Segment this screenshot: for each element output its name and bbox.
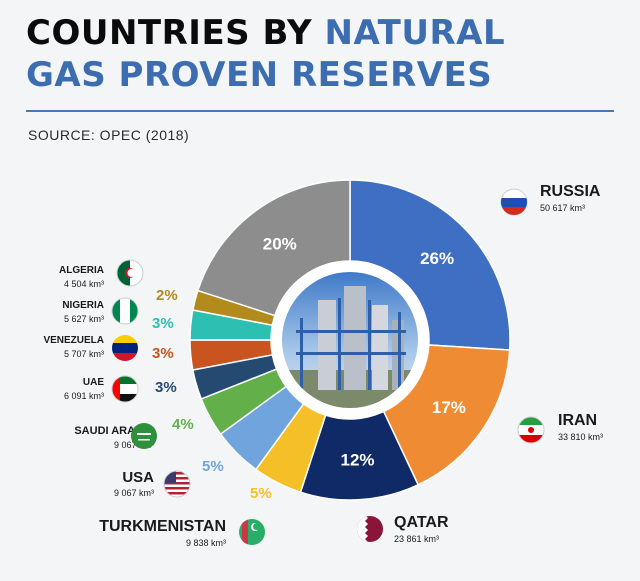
flag-saudi-arabia-icon: [131, 423, 157, 449]
title-line2: GAS PROVEN RESERVES: [26, 55, 493, 95]
value-saudi-arabia: 9 067 km³: [113, 440, 154, 450]
pct-turkmenistan: 5%: [250, 485, 272, 502]
title-underline: [26, 110, 614, 112]
value-iran: 33 810 km³: [558, 432, 604, 442]
flag-iran-icon: [517, 416, 545, 444]
flag-usa-icon: [163, 470, 191, 498]
flag-nigeria-icon: [111, 297, 139, 325]
pct-usa: 5%: [202, 458, 224, 475]
flag-uae-icon: [111, 375, 139, 403]
title-part1: COUNTRIES BY: [26, 13, 325, 53]
label-russia: RUSSIA: [540, 183, 601, 200]
label-uae: UAE: [82, 377, 104, 388]
value-algeria: 4 504 km³: [63, 279, 104, 289]
value-nigeria: 5 627 km³: [63, 314, 104, 324]
pct-nigeria: 3%: [152, 315, 174, 332]
value-qatar: 23 861 km³: [394, 534, 440, 544]
label-nigeria: NIGERIA: [62, 300, 104, 311]
pct-uae: 3%: [155, 379, 177, 396]
pct-russia: 26%: [420, 249, 454, 268]
pct-other: 20%: [263, 234, 297, 253]
flag-algeria-icon: [116, 259, 144, 287]
label-usa: USA: [122, 469, 154, 486]
label-iran: IRAN: [558, 412, 598, 429]
label-venezuela: VENEZUELA: [43, 335, 104, 346]
label-turkmenistan: TURKMENISTAN: [99, 518, 226, 535]
source-note: SOURCE: OPEC (2018): [28, 127, 190, 143]
flag-qatar-icon: [357, 516, 383, 542]
pct-algeria: 2%: [156, 287, 178, 304]
pct-qatar: 12%: [340, 450, 374, 469]
page-title: COUNTRIES BY NATURAL GAS PROVEN RESERVES: [26, 12, 505, 96]
pct-iran: 17%: [432, 398, 466, 417]
pct-saudi-arabia: 4%: [172, 416, 194, 433]
value-turkmenistan: 9 838 km³: [185, 538, 226, 548]
pct-venezuela: 3%: [152, 345, 174, 362]
label-algeria: ALGERIA: [59, 265, 104, 276]
value-venezuela: 5 707 km³: [63, 349, 104, 359]
flag-turkmenistan-icon: [239, 519, 265, 545]
flag-russia-icon: [500, 188, 528, 216]
value-usa: 9 067 km³: [113, 488, 154, 498]
label-qatar: QATAR: [394, 514, 449, 531]
gas-plant-photo: [282, 272, 418, 408]
value-uae: 6 091 km³: [63, 391, 104, 401]
title-part2: NATURAL: [324, 13, 506, 53]
value-russia: 50 617 km³: [540, 203, 586, 213]
flag-venezuela-icon: [112, 335, 138, 361]
